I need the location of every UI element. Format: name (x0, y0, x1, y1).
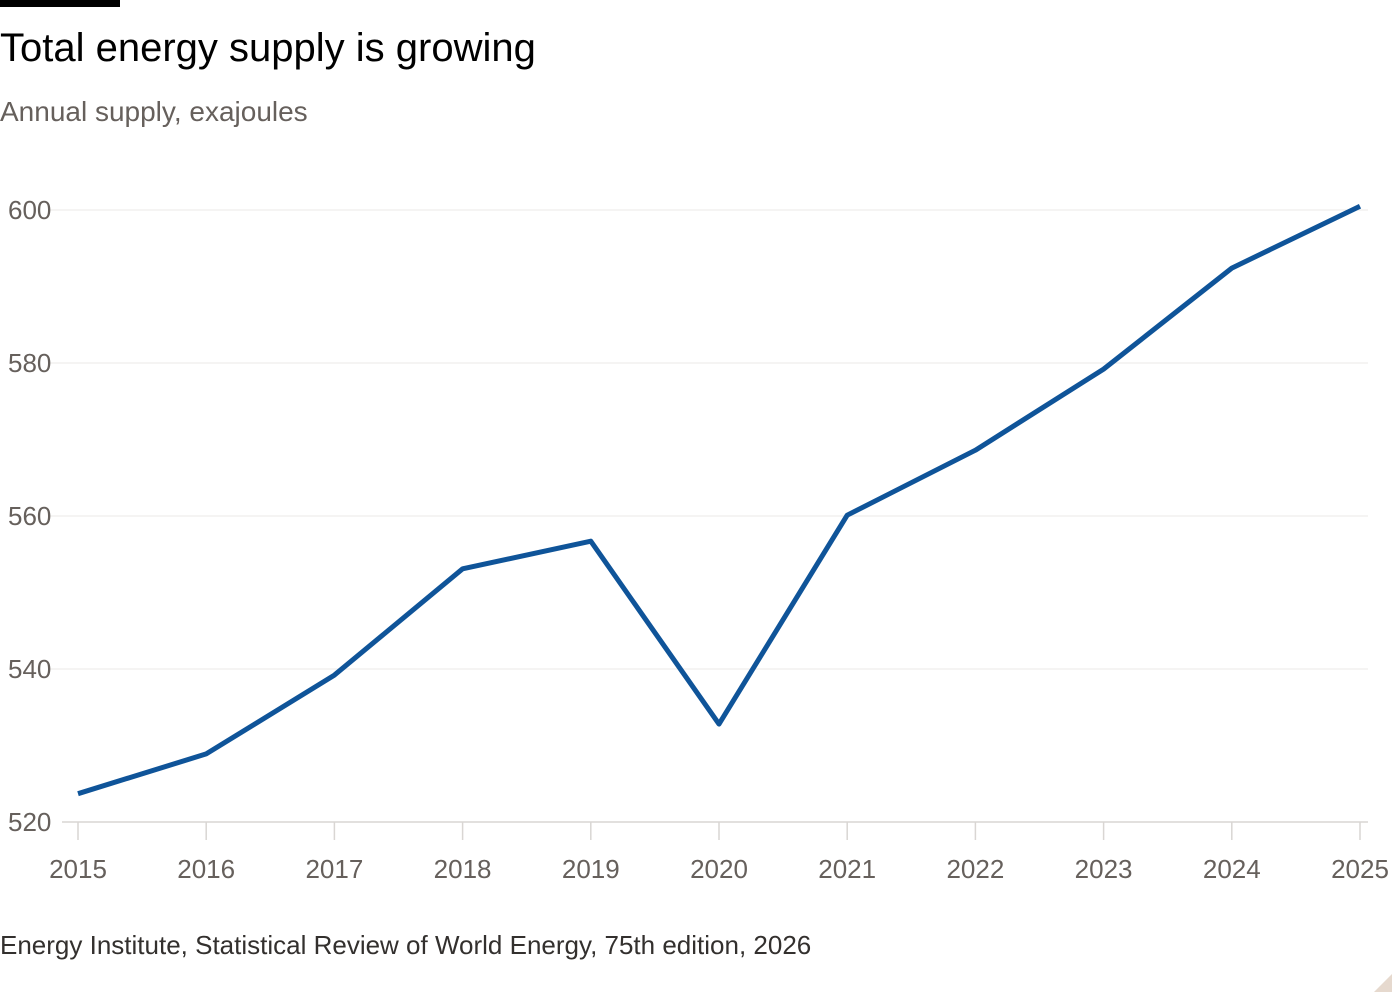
series-line (77, 203, 1362, 797)
y-tick-label: 520 (8, 807, 51, 837)
x-axis-ticks: 2015 2016 2017 2018 2019 2020 2021 2022 2023 2024… (49, 822, 1389, 884)
y-tick-label: 600 (8, 195, 51, 225)
chart-subtitle: Annual supply, exajoules (0, 96, 308, 127)
x-tick-label: 2025 (1331, 854, 1389, 884)
gridlines (50, 209, 1368, 823)
x-tick-label: 2018 (434, 854, 492, 884)
x-tick-label: 2023 (1075, 854, 1133, 884)
x-tick-label: 2017 (305, 854, 363, 884)
chart-title: Total energy supply is growing (0, 26, 536, 70)
x-tick-label: 2021 (818, 854, 876, 884)
x-tick-label: 2020 (690, 854, 748, 884)
corner-mark (1374, 974, 1392, 992)
y-tick-label: 540 (8, 654, 51, 684)
x-tick-label: 2024 (1203, 854, 1261, 884)
chart-source: Energy Institute, Statistical Review of … (0, 930, 812, 960)
y-axis-ticks: 520 540 560 580 600 (8, 195, 51, 837)
y-tick-label: 560 (8, 501, 51, 531)
brand-bar (0, 0, 120, 7)
series-layer (77, 203, 1362, 797)
y-tick-label: 580 (8, 348, 51, 378)
x-tick-label: 2022 (946, 854, 1004, 884)
x-tick-label: 2015 (49, 854, 107, 884)
x-tick-label: 2019 (562, 854, 620, 884)
x-tick-label: 2016 (177, 854, 235, 884)
